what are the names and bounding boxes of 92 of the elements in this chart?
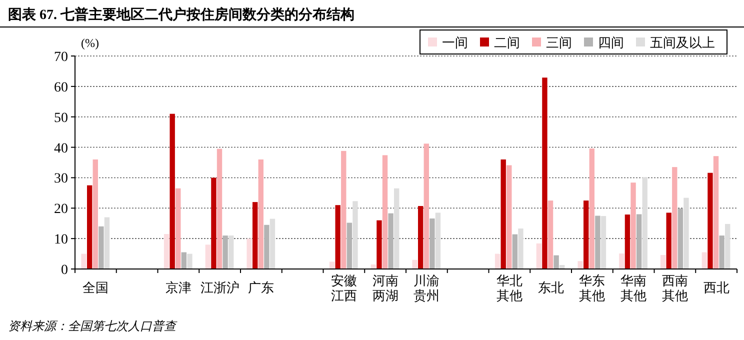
bar: [412, 260, 418, 269]
bar: [382, 155, 388, 269]
legend-label: 五间及以上: [650, 35, 715, 50]
bar: [512, 234, 518, 269]
chart-title: 图表 67. 七普主要地区二代户按住房间数分类的分布结构: [8, 6, 354, 23]
bar: [500, 159, 506, 269]
bar: [666, 212, 672, 269]
legend-label: 二间: [494, 35, 520, 50]
bar: [518, 228, 524, 269]
bar: [216, 148, 222, 269]
bar: [424, 144, 429, 269]
bar: [660, 255, 666, 269]
x-tick-label: 全国: [82, 280, 109, 295]
bar: [98, 226, 104, 269]
bar: [329, 262, 335, 269]
x-tick-label: 川渝贵州: [414, 273, 440, 303]
y-tick-label: 50: [54, 110, 68, 126]
bar: [536, 243, 542, 269]
bar: [176, 188, 181, 269]
bar: [335, 205, 340, 269]
bar: [92, 159, 98, 269]
legend-label: 四间: [598, 35, 624, 50]
bar: [181, 252, 187, 269]
bar: [708, 172, 713, 269]
y-tick-label: 70: [54, 50, 68, 65]
x-tick-label: 京津: [165, 280, 192, 295]
bar: [595, 216, 600, 269]
bar: [624, 214, 630, 269]
bar: [578, 261, 583, 269]
y-tick-label: 30: [54, 172, 68, 187]
bar: [222, 236, 228, 269]
bar: [341, 150, 346, 269]
bar: [246, 238, 252, 269]
bar: [81, 254, 86, 269]
bar: [258, 159, 264, 269]
text: 资料来源：全国第七次人口普查: [8, 319, 178, 333]
bar: [600, 216, 606, 269]
x-tick-label: 江浙沪: [200, 280, 240, 295]
bar: [346, 222, 352, 269]
bar: [494, 254, 500, 269]
bar: [548, 200, 554, 269]
bar: [211, 178, 216, 269]
bar: [252, 202, 258, 269]
bar: [619, 253, 624, 269]
bar: [719, 236, 724, 269]
bar: [228, 236, 234, 269]
bar: [678, 208, 684, 269]
x-tick-label: 华东其他: [579, 273, 606, 303]
y-axis-title: (%): [81, 36, 99, 50]
bar: [87, 185, 92, 269]
bar: [352, 201, 358, 269]
bar: [430, 218, 435, 269]
bar: [636, 214, 642, 269]
y-tick-label: 20: [54, 202, 68, 218]
x-tick-label: 东北: [538, 280, 564, 295]
bar: [435, 212, 441, 269]
legend-label: 一间: [442, 35, 468, 50]
bar: [554, 255, 559, 269]
x-tick-label: 西北: [703, 280, 730, 295]
bar: [506, 165, 512, 269]
bar: [713, 156, 719, 269]
y-tick-label: 10: [54, 232, 68, 248]
y-tick-label: 40: [54, 141, 68, 156]
bar: [672, 167, 678, 269]
bar: [187, 254, 192, 269]
x-tick-label: 华南其他: [620, 273, 647, 303]
x-tick-label: 安徽江西: [330, 273, 357, 303]
bar: [702, 252, 708, 269]
y-tick-label: 0: [61, 263, 68, 278]
x-tick-label: 西南其他: [662, 273, 688, 303]
bar: [376, 220, 382, 269]
x-tick-label: 河南两湖: [372, 273, 398, 303]
bar: [725, 224, 730, 269]
y-tick-label: 60: [54, 80, 68, 96]
bar: [388, 213, 394, 269]
bar: [589, 148, 594, 269]
bar: [630, 182, 636, 269]
bar: [584, 200, 589, 269]
x-tick-label: 广东: [248, 280, 274, 295]
bar: [642, 177, 648, 269]
bar: [684, 198, 689, 269]
bar: [264, 224, 270, 269]
bar: [104, 217, 110, 269]
bar: [270, 218, 276, 269]
bar: [205, 244, 211, 269]
bar: [164, 234, 170, 269]
bar: [542, 78, 548, 269]
bar: [394, 188, 400, 269]
x-tick-label: 华北其他: [496, 273, 522, 303]
bar: [418, 206, 424, 269]
legend-label: 三间: [546, 35, 572, 50]
bar: [170, 114, 175, 269]
